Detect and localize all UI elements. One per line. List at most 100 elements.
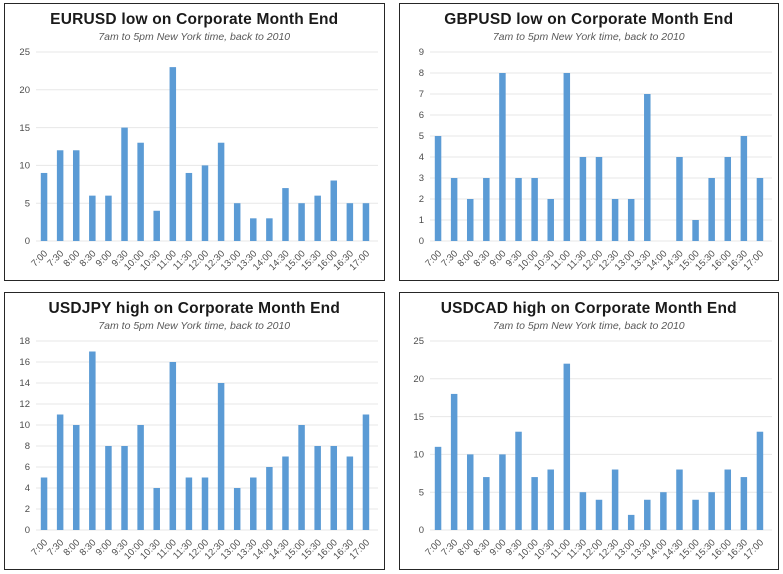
bar — [676, 469, 683, 530]
y-axis-tick-label: 12 — [19, 399, 30, 410]
bar — [233, 488, 241, 530]
bar — [483, 477, 490, 530]
bar — [596, 157, 603, 241]
x-axis: 7:007:308:008:309:009:3010:0010:3011:001… — [29, 248, 372, 273]
bar — [169, 67, 176, 242]
bar — [362, 203, 369, 241]
y-axis: 0 5 10 15 20 25 — [414, 336, 425, 536]
bar — [40, 172, 48, 241]
y-axis-tick-label: 5 — [419, 131, 424, 142]
bar — [137, 142, 144, 241]
bar — [756, 431, 764, 530]
x-axis: 7:007:308:008:309:009:3010:0010:3011:001… — [424, 537, 767, 562]
y-axis-tick-label: 10 — [414, 450, 425, 461]
bar — [217, 142, 225, 241]
chart-title: GBPUSD low on Corporate Month End — [444, 11, 734, 28]
y-axis-tick-label: 0 — [419, 525, 424, 536]
bar — [628, 514, 635, 530]
y-axis-tick-label: 20 — [19, 85, 30, 96]
y-axis-tick-label: 2 — [419, 194, 424, 205]
bar — [72, 150, 80, 241]
bar — [515, 431, 523, 530]
y-axis-tick-label: 10 — [19, 161, 30, 172]
bar — [314, 195, 321, 241]
bar-plot: 0 5 10 15 20 25 7:007:308:008:309:009:3010:001… — [414, 336, 773, 562]
chart-subtitle: 7am to 5pm New York time, back to 2010 — [98, 31, 291, 43]
bar — [483, 178, 490, 241]
y-axis-tick-label: 9 — [419, 47, 424, 58]
y-axis-tick-label: 20 — [414, 374, 425, 385]
bar — [185, 172, 192, 241]
bar — [660, 492, 667, 530]
bar — [298, 425, 305, 530]
bar — [676, 157, 683, 241]
bar — [346, 456, 353, 530]
bar — [692, 499, 700, 530]
bar — [612, 199, 619, 241]
bar — [121, 446, 128, 530]
chart-panel-usdcad-high: USDCAD high on Corporate Month End 7am t… — [398, 292, 779, 570]
y-axis-tick-label: 18 — [19, 336, 30, 347]
bar — [281, 188, 289, 241]
bar — [740, 136, 748, 241]
bar — [153, 210, 160, 241]
bar — [281, 456, 289, 530]
bar — [724, 469, 732, 530]
bar — [467, 454, 474, 530]
bar — [644, 94, 651, 241]
y-axis-tick-label: 3 — [419, 173, 424, 184]
bar — [121, 127, 128, 241]
bar — [451, 178, 458, 241]
bars — [435, 73, 764, 241]
bar — [169, 362, 176, 530]
bar — [265, 467, 273, 530]
bar — [314, 446, 321, 530]
bar — [547, 469, 555, 530]
chart-panel-gbpusd-low: GBPUSD low on Corporate Month End 7am to… — [398, 3, 779, 281]
bar — [298, 203, 305, 241]
bar — [40, 477, 48, 530]
y-axis-tick-label: 1 — [419, 215, 424, 226]
y-axis-tick-label: 5 — [419, 487, 424, 498]
y-axis-tick-label: 5 — [24, 198, 29, 209]
y-axis-tick-label: 6 — [24, 462, 29, 473]
bar — [362, 414, 369, 530]
y-axis-tick-label: 25 — [414, 336, 425, 347]
bar — [467, 199, 474, 241]
bar — [104, 195, 112, 241]
bar — [756, 178, 764, 241]
bar — [201, 477, 208, 530]
y-axis-tick-label: 10 — [19, 420, 30, 431]
bar — [628, 199, 635, 241]
bar — [435, 136, 442, 241]
bar-plot: 0 5 10 15 20 25 7:007:308:008:309:009:3010:001… — [19, 47, 378, 273]
bar — [563, 73, 571, 241]
bar — [104, 446, 112, 530]
bar — [201, 165, 208, 241]
chart-panel-eurusd-low: EURUSD low on Corporate Month End 7am to… — [4, 3, 385, 281]
bar — [531, 477, 539, 530]
y-axis-tick-label: 25 — [19, 47, 30, 58]
bar — [547, 199, 555, 241]
chart-title: USDJPY high on Corporate Month End — [48, 300, 341, 317]
bar — [346, 203, 353, 241]
bar — [740, 477, 748, 530]
y-axis-tick-label: 14 — [19, 378, 30, 389]
y-axis-tick-label: 4 — [419, 152, 424, 163]
bar — [692, 220, 700, 241]
bar — [515, 178, 523, 241]
y-axis-tick-label: 16 — [19, 357, 30, 368]
bar — [612, 469, 619, 530]
y-axis-tick-label: 0 — [24, 236, 29, 247]
y-axis-tick-label: 8 — [24, 441, 29, 452]
bar — [596, 499, 603, 530]
bar — [137, 425, 144, 530]
bar — [153, 488, 160, 530]
y-axis-tick-label: 0 — [419, 236, 424, 247]
chart-panel-usdjpy-high: USDJPY high on Corporate Month End 7am t… — [4, 292, 385, 570]
x-axis: 7:007:308:008:309:009:3010:0010:3011:001… — [29, 537, 372, 562]
chart-title: EURUSD low on Corporate Month End — [50, 11, 339, 28]
bars — [435, 363, 764, 530]
bar — [708, 178, 716, 241]
chart-subtitle: 7am to 5pm New York time, back to 2010 — [492, 320, 685, 332]
